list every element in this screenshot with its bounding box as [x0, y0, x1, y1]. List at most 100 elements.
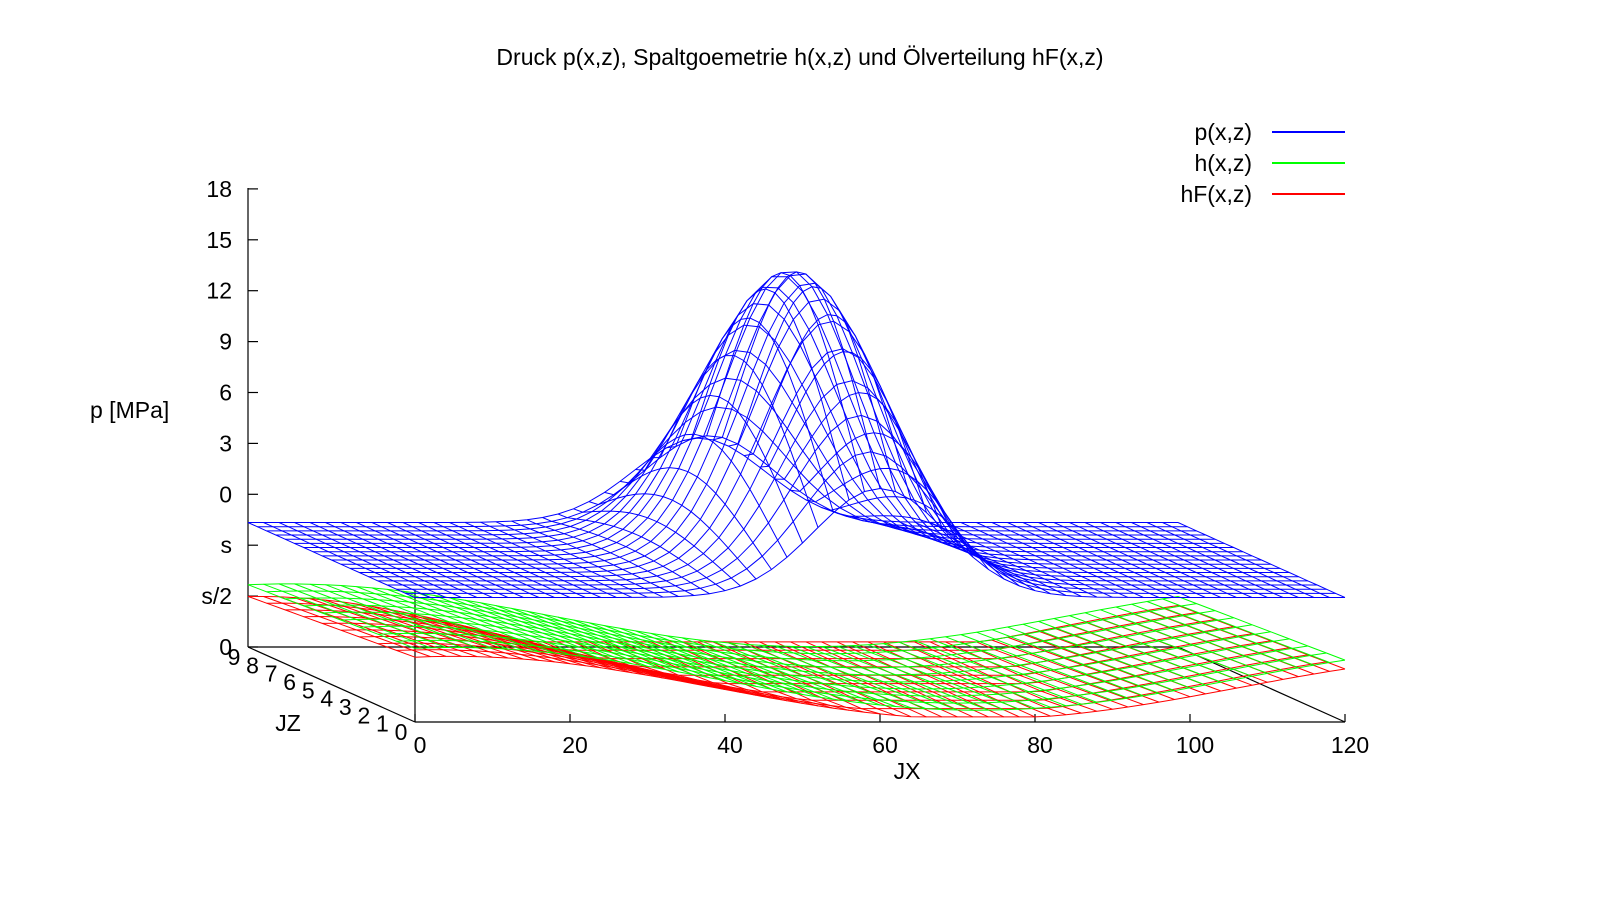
p-mesh-line-z: [914, 521, 1082, 597]
h-mesh-line-z: [650, 632, 819, 698]
h-mesh-line-z: [852, 645, 1020, 710]
h-mesh-line-z: [542, 613, 710, 679]
h-mesh-line-z: [1069, 615, 1237, 680]
p-mesh-line-z: [278, 522, 447, 598]
p-mesh-line-z: [464, 521, 633, 598]
h-mesh-line-z: [697, 639, 865, 704]
h-mesh-line-z: [449, 597, 617, 662]
z-tick-label: 0: [219, 481, 232, 507]
p-mesh-line-z: [247, 522, 416, 598]
z-tick-label: s: [221, 532, 233, 558]
p-mesh-line-x: [322, 276, 1253, 557]
h-mesh-line-z: [1115, 606, 1284, 671]
legend-label: hF(x,z): [1180, 181, 1252, 207]
hF-mesh-line-z: [1177, 605, 1346, 670]
x-tick-label: 40: [717, 732, 743, 758]
h-mesh-line-z: [511, 607, 679, 673]
h-mesh-line-z: [976, 631, 1144, 697]
y-tick-label: 1: [376, 711, 389, 737]
p-mesh-line-z: [774, 392, 943, 528]
legend-label: h(x,z): [1195, 150, 1253, 176]
hF-mesh-line-z: [976, 641, 1144, 706]
p-mesh-line-z: [836, 512, 1005, 580]
p-mesh-line-z: [898, 521, 1067, 596]
p-mesh-line-z: [480, 521, 648, 598]
p-mesh-line-z: [526, 519, 695, 596]
legend: p(x,z) h(x,z) hF(x,z): [1180, 119, 1345, 207]
p-mesh-line-x: [350, 282, 1281, 569]
chart-title: Druck p(x,z), Spaltgoemetrie h(x,z) und …: [496, 44, 1104, 70]
p-mesh-line-z: [1053, 522, 1222, 598]
hF-mesh-line-z: [449, 621, 617, 671]
hF-mesh-line-z: [340, 601, 509, 659]
x-tick-label: 20: [562, 732, 588, 758]
p-mesh-line-z: [945, 522, 1113, 598]
p-mesh-line-z: [650, 355, 819, 528]
h-mesh-line-z: [790, 645, 958, 711]
x-tick-label: 100: [1176, 732, 1214, 758]
hF-mesh-line-z: [418, 614, 586, 667]
h-mesh-line-z: [759, 644, 927, 710]
p-mesh-line-z: [557, 513, 726, 592]
y-tick-label: 2: [357, 702, 370, 728]
p-mesh-line-z: [991, 522, 1160, 598]
h-mesh-line-z: [247, 584, 416, 649]
p-mesh-line-z: [805, 467, 974, 558]
h-mesh-line-z: [712, 641, 881, 706]
legend-label: p(x,z): [1195, 119, 1253, 145]
h-mesh-line-z: [1084, 612, 1253, 677]
p-mesh-line-z: [495, 521, 664, 598]
p-mesh-line-z: [1177, 522, 1346, 598]
p-mesh-line-z: [263, 522, 431, 598]
z-tick-label: 6: [219, 380, 232, 406]
x-tick-label: 120: [1331, 732, 1369, 758]
p-mesh-line-z: [883, 520, 1051, 595]
p-mesh-line-z: [1069, 522, 1237, 598]
p-mesh-line-z: [1162, 522, 1330, 598]
h-mesh-line-z: [371, 587, 540, 652]
h-mesh-line-z: [743, 643, 912, 709]
h-mesh-line-z: [821, 646, 989, 711]
h-mesh-line-z: [619, 627, 788, 693]
z-tick-label: s/2: [201, 583, 232, 609]
p-mesh-line-z: [1084, 522, 1253, 598]
z-axis-label: p [MPa]: [90, 397, 169, 423]
series-p-mesh: [247, 271, 1346, 598]
y-axis-line: [247, 646, 416, 723]
h-mesh-line-z: [681, 637, 850, 702]
p-mesh-line-z: [604, 467, 772, 570]
p-mesh-line-z: [1022, 522, 1191, 598]
p-mesh-line-z: [929, 521, 1098, 598]
h-mesh-line-z: [805, 646, 974, 711]
h-mesh-line-z: [1177, 596, 1346, 661]
h-mesh-line-z: [728, 642, 896, 707]
z-tick-label: 12: [206, 278, 232, 304]
p-mesh-line-z: [511, 520, 679, 597]
h-mesh-line-z: [464, 599, 633, 665]
h-mesh-line-z: [356, 586, 524, 651]
p-mesh-line-z: [712, 271, 881, 489]
p-mesh-line-z: [573, 508, 741, 587]
hF-mesh-line-z: [898, 641, 1067, 716]
x-tick-label: 0: [414, 732, 427, 758]
h-mesh-line-z: [1162, 598, 1330, 663]
p-mesh-line-z: [728, 286, 896, 492]
z-tick-label: 9: [219, 329, 232, 355]
p-mesh-line-z: [1038, 522, 1206, 598]
p-mesh-line-x: [303, 303, 1234, 548]
h-mesh-line-z: [1100, 609, 1268, 674]
h-mesh-line-z: [991, 629, 1160, 694]
h-mesh-line-z: [480, 602, 648, 667]
y-tick-label: 5: [302, 677, 315, 703]
p-mesh-line-z: [681, 288, 850, 501]
hF-mesh-line-x: [414, 655, 1346, 718]
p-mesh-line-z: [1146, 522, 1315, 598]
p-mesh-line-x: [294, 324, 1225, 544]
y-tick-label: 6: [283, 669, 296, 695]
y-tick-label: 7: [265, 661, 278, 687]
p-mesh-line-z: [402, 522, 571, 598]
p-mesh-line-z: [340, 522, 509, 598]
hF-mesh-line-z: [247, 595, 416, 658]
h-mesh-line-z: [1022, 623, 1191, 689]
